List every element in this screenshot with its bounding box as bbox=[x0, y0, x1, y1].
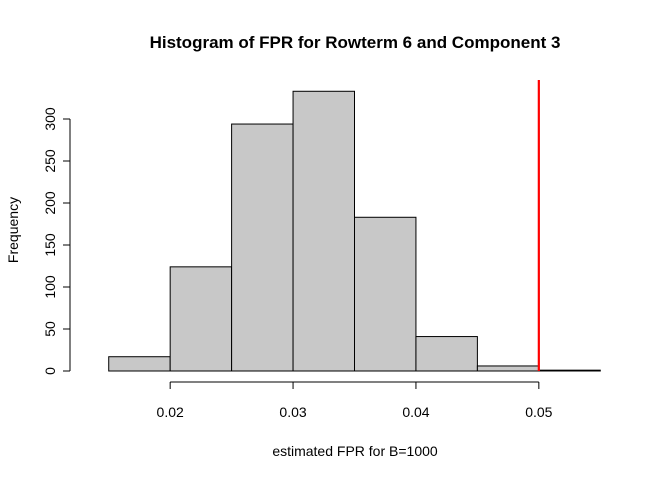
x-tick-label-4: 0.05 bbox=[525, 404, 552, 420]
histogram-bars bbox=[108, 90, 601, 372]
y-tick-label-4: 150 bbox=[42, 233, 58, 257]
histogram-bar-4 bbox=[292, 90, 355, 372]
chart-title: Histogram of FPR for Rowterm 6 and Compo… bbox=[150, 33, 561, 52]
histogram-bar-6 bbox=[415, 336, 478, 372]
y-tick-label-1: 0 bbox=[42, 367, 58, 375]
histogram-bar-7 bbox=[476, 365, 540, 372]
y-axis: 0 50 100 150 200 250 300 bbox=[42, 107, 71, 375]
histogram-bar-1 bbox=[108, 356, 171, 372]
x-axis-label: estimated FPR for B=1000 bbox=[272, 443, 438, 459]
x-tick-label-2: 0.03 bbox=[279, 404, 306, 420]
x-tick-label-3: 0.04 bbox=[402, 404, 429, 420]
histogram-bar-2 bbox=[169, 266, 233, 372]
histogram-bar-5 bbox=[354, 216, 417, 372]
y-tick-label-7: 300 bbox=[42, 107, 58, 131]
x-axis: 0.02 0.03 0.04 0.05 bbox=[157, 381, 553, 420]
x-tick-label-1: 0.02 bbox=[157, 404, 184, 420]
y-tick-label-5: 200 bbox=[42, 191, 58, 215]
y-tick-label-6: 250 bbox=[42, 149, 58, 173]
y-axis-label: Frequency bbox=[5, 197, 21, 263]
y-tick-label-3: 100 bbox=[42, 275, 58, 299]
histogram-bar-3 bbox=[231, 123, 294, 372]
histogram-bar-8 bbox=[538, 369, 601, 372]
y-tick-label-2: 50 bbox=[42, 321, 58, 337]
